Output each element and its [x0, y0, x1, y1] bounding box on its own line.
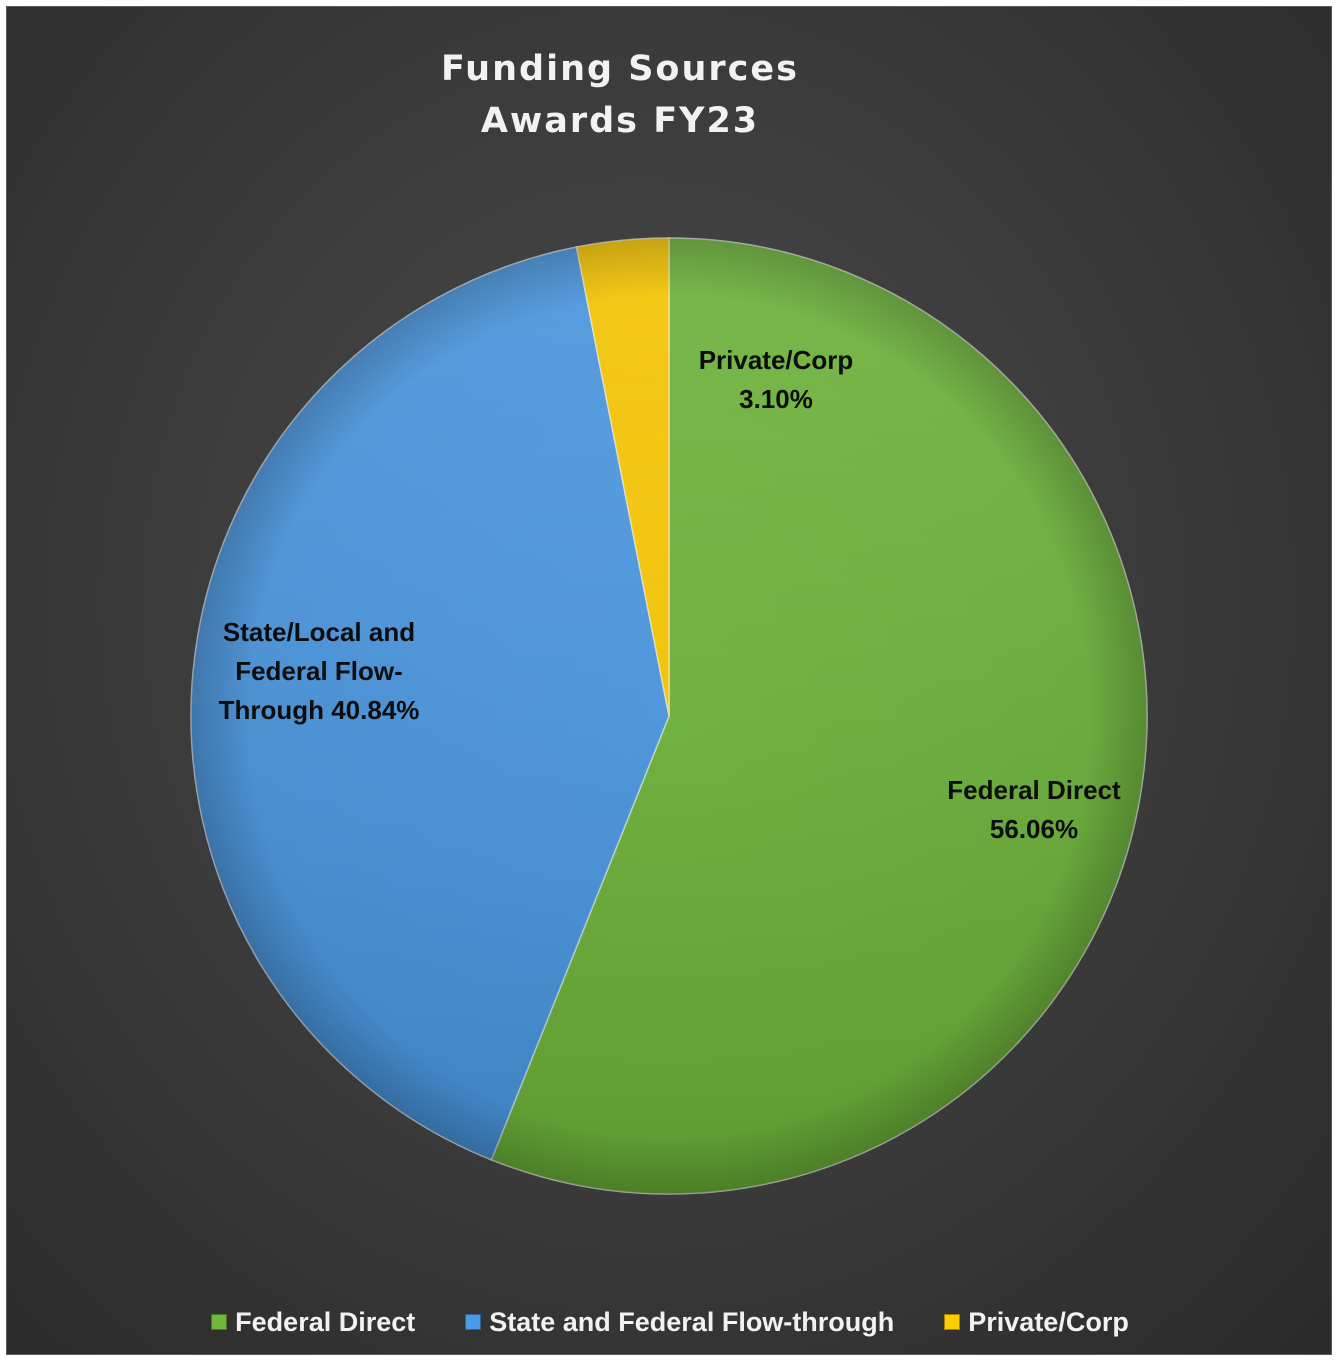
chart-area: Funding Sources Awards FY23 Federal Dire… [6, 6, 1332, 1355]
chart-title: Funding Sources Awards FY23 [7, 43, 1233, 147]
data-label-line: State/Local and [223, 617, 415, 647]
pie-data-labels: Federal Direct 56.06% State/Local and Feder… [219, 345, 1121, 844]
data-label-line: Federal Direct [947, 775, 1121, 805]
data-label-line: 56.06% [990, 814, 1078, 844]
legend-swatch-state-federal-flow-through [465, 1314, 482, 1330]
chart-title-line-2: Awards FY23 [480, 101, 760, 141]
legend-label-federal-direct: Federal Direct [235, 1306, 416, 1337]
legend-label-state-federal-flow-through: State and Federal Flow-through [489, 1306, 895, 1337]
legend-swatch-federal-direct [211, 1314, 228, 1330]
data-label-federal-direct: Federal Direct 56.06% [947, 775, 1121, 844]
chart-legend: Federal Direct State and Federal Flow-th… [7, 1302, 1333, 1342]
legend-label-private-corp: Private/Corp [968, 1306, 1129, 1337]
chart-title-line-1: Funding Sources [441, 49, 799, 89]
legend-item-private-corp[interactable]: Private/Corp [944, 1307, 1129, 1338]
legend-item-federal-direct[interactable]: Federal Direct [211, 1307, 415, 1338]
data-label-line: Through 40.84% [219, 695, 420, 725]
data-label-state-federal-flow-through: State/Local and Federal Flow- Through 40.8… [219, 617, 420, 725]
legend-swatch-private-corp [944, 1314, 961, 1330]
data-label-private-corp: Private/Corp 3.10% [699, 345, 854, 414]
data-label-line: Private/Corp [699, 345, 854, 375]
data-label-line: 3.10% [739, 384, 813, 414]
data-label-line: Federal Flow- [235, 656, 403, 686]
legend-item-state-federal-flow-through[interactable]: State and Federal Flow-through [465, 1307, 894, 1338]
pie-chart: Federal Direct 56.06% State/Local and Feder… [190, 237, 1148, 1195]
